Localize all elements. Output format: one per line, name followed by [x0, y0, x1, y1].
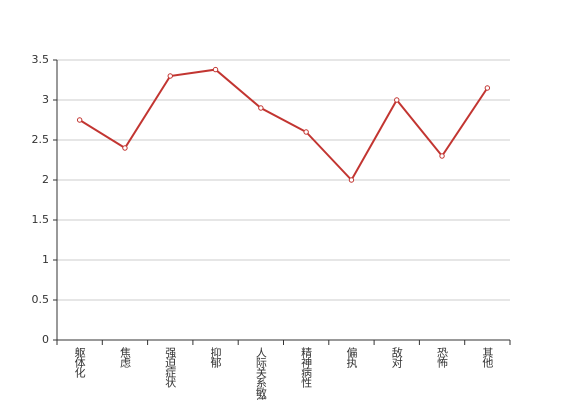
x-tick-label: 偏执 [345, 346, 358, 369]
y-tick-label: 0.5 [32, 293, 50, 306]
point [258, 105, 264, 111]
point [394, 97, 400, 103]
point [484, 85, 491, 91]
x-tick-label: 强迫症状 [164, 347, 177, 388]
y-tick-label: 3.5 [32, 53, 50, 66]
point [122, 145, 128, 151]
y-tick-label: 2 [42, 173, 49, 186]
y-tick-label: 0 [42, 333, 49, 346]
y-tick-label: 3 [42, 93, 49, 106]
point [76, 117, 83, 123]
point [303, 129, 309, 135]
x-tick-label: 焦虑 [118, 347, 131, 368]
x-tick-label: 抑郁 [209, 346, 222, 368]
x-tick-label: 敌对 [390, 346, 403, 368]
x-tick-label: 躯体化 [73, 347, 86, 379]
x-tick-label: 恐怖 [436, 347, 449, 368]
point [439, 153, 445, 159]
x-tick-label: 其他 [481, 347, 494, 368]
y-tick-label: 2.5 [32, 133, 50, 146]
point [212, 66, 219, 73]
point [348, 177, 355, 183]
y-tick-label: 1.5 [32, 213, 50, 226]
x-tick-label: 精神病性 [300, 347, 313, 389]
point [167, 73, 173, 79]
y-tick-label: 1 [42, 253, 49, 266]
x-tick-label: 人际关系敏感 [254, 347, 267, 400]
line [79, 68, 489, 182]
